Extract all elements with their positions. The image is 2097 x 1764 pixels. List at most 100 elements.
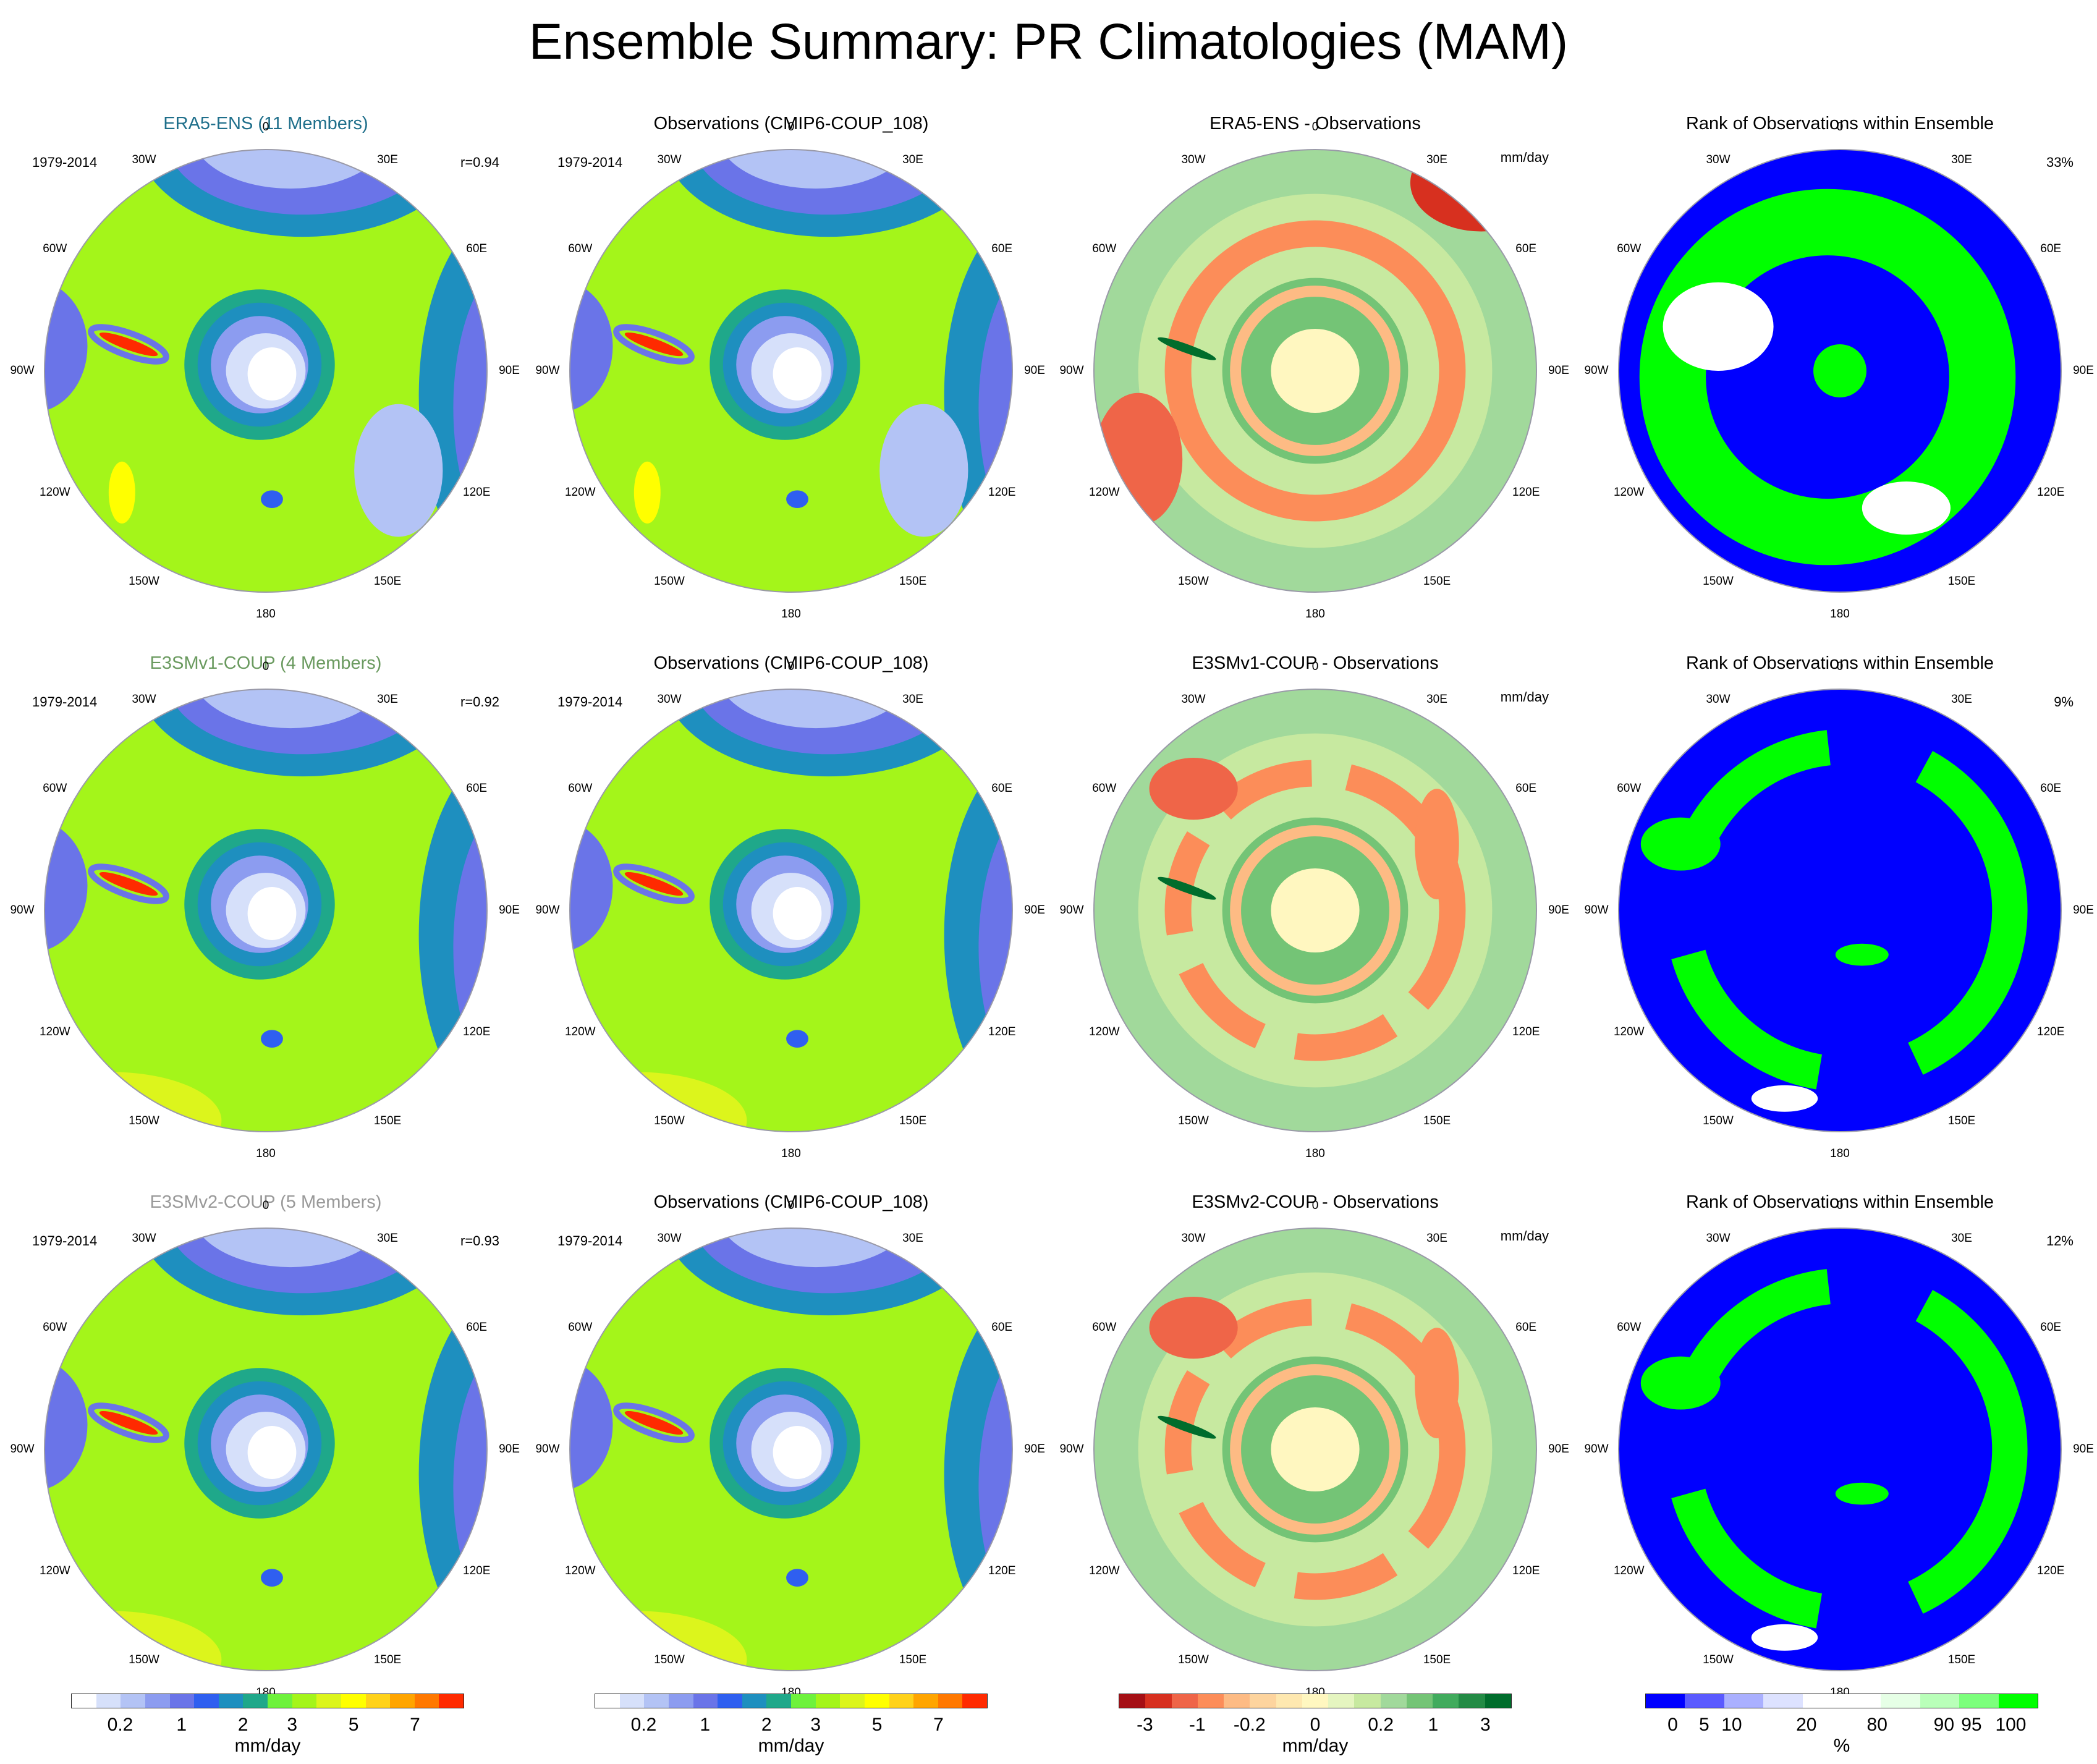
- colorbar-tick-label: 5: [1699, 1715, 1709, 1735]
- precip-map-r3: [44, 1228, 488, 1671]
- longitude-label: 90E: [499, 364, 520, 377]
- longitude-label: 120W: [1088, 1025, 1120, 1038]
- colorbar-swatch: [718, 1694, 742, 1708]
- longitude-label: 0: [262, 121, 269, 134]
- colorbar-swatch: [1433, 1694, 1459, 1708]
- correlation-label: r=0.94: [460, 155, 499, 170]
- figure-title: Ensemble Summary: PR Climatologies (MAM): [528, 14, 1569, 70]
- colorbar-tick-label: 0: [1310, 1715, 1321, 1735]
- diff-map-r3: [1093, 1228, 1537, 1671]
- colorbar-tick-label: 3: [810, 1715, 821, 1735]
- map-outline: [44, 689, 488, 1132]
- longitude-label: 60W: [568, 242, 593, 255]
- colorbar-tick-label: 3: [287, 1715, 298, 1735]
- colorbar-tick-label: 1: [700, 1715, 711, 1735]
- colorbar-tick-label: 5: [871, 1715, 883, 1735]
- map-outline: [1093, 149, 1537, 593]
- colorbar-swatch: [1485, 1694, 1511, 1708]
- map-outline: [569, 689, 1013, 1132]
- diff-panel-title: E3SMv2-COUP - Observations: [1192, 1192, 1439, 1212]
- longitude-label: 150W: [129, 1653, 159, 1667]
- colorbar-swatch: [243, 1694, 268, 1708]
- longitude-label: 180: [781, 608, 801, 621]
- longitude-label: 150E: [1947, 1114, 1976, 1128]
- colorbar-tick-label: 0.2: [630, 1715, 657, 1735]
- longitude-label: 90E: [2073, 1443, 2094, 1456]
- longitude-label: 60W: [1617, 1321, 1642, 1334]
- colorbar-tick-label: 0: [1667, 1715, 1678, 1735]
- longitude-label: 0: [787, 1199, 795, 1212]
- colorbar-swatch: [889, 1694, 914, 1708]
- longitude-label: 120W: [1088, 486, 1120, 499]
- longitude-label: 60W: [43, 782, 67, 795]
- colorbar-swatch: [1224, 1694, 1250, 1708]
- longitude-label: 150E: [899, 1114, 927, 1128]
- longitude-label: 60E: [2040, 242, 2062, 255]
- colorbar-swatch: [791, 1694, 816, 1708]
- colorbar-swatch: [1145, 1694, 1172, 1708]
- rank-panel-title: Rank of Observations within Ensemble: [1685, 1192, 1994, 1212]
- longitude-label: 30E: [1951, 1231, 1972, 1245]
- map-outline: [1093, 689, 1537, 1132]
- model-panel-title: E3SMv2-COUP (5 Members): [150, 1192, 382, 1212]
- colorbar-swatch: [1646, 1694, 1685, 1708]
- precip-colorbar: [71, 1694, 464, 1708]
- longitude-label: 150E: [899, 575, 927, 588]
- longitude-label: 60E: [2040, 782, 2062, 795]
- longitude-label: 30E: [377, 692, 398, 706]
- longitude-label: 30E: [902, 1231, 923, 1245]
- colorbar-swatch: [1354, 1694, 1381, 1708]
- longitude-label: 90W: [1059, 1443, 1084, 1456]
- diff-colorbar: [1119, 1694, 1512, 1708]
- colorbar-swatch: [693, 1694, 718, 1708]
- map-outline: [1618, 1228, 2062, 1671]
- rank-percent-label: 9%: [2054, 694, 2074, 710]
- colorbar-tick-label: -3: [1137, 1715, 1153, 1735]
- longitude-label: 120W: [564, 1564, 596, 1577]
- colorbar-tick-label: 2: [237, 1715, 248, 1735]
- longitude-label: 0: [1311, 660, 1319, 673]
- longitude-label: 180: [1305, 608, 1325, 621]
- longitude-label: 30W: [132, 1231, 156, 1245]
- longitude-label: 150E: [1947, 1653, 1976, 1667]
- colorbar-swatch: [1459, 1694, 1485, 1708]
- longitude-label: 90E: [1548, 1443, 1569, 1456]
- longitude-label: 30W: [132, 153, 156, 166]
- longitude-label: 30E: [1426, 692, 1447, 706]
- longitude-label: 90W: [1584, 364, 1609, 377]
- longitude-label: 120W: [564, 486, 596, 499]
- longitude-label: 90W: [10, 1443, 35, 1456]
- longitude-label: 120W: [39, 486, 70, 499]
- diff-unit-label: mm/day: [1500, 689, 1549, 705]
- longitude-label: 90E: [2073, 364, 2094, 377]
- longitude-label: 30W: [657, 692, 682, 706]
- longitude-label: 60E: [2040, 1321, 2062, 1334]
- longitude-label: 90E: [2073, 904, 2094, 917]
- longitude-label: 60E: [1515, 1321, 1537, 1334]
- longitude-label: 120W: [1088, 1564, 1120, 1577]
- map-field: [1094, 689, 1536, 1132]
- period-label: 1979-2014: [557, 694, 623, 710]
- longitude-label: 90W: [1584, 904, 1609, 917]
- longitude-label: 120W: [564, 1025, 596, 1038]
- longitude-label: 30W: [657, 1231, 682, 1245]
- map-outline: [1618, 689, 2062, 1132]
- precip-colorbar: [595, 1694, 988, 1708]
- map-outline: [1618, 149, 2062, 593]
- map-field: [1094, 1228, 1536, 1671]
- longitude-label: 30W: [1181, 153, 1206, 166]
- colorbar-unit-label: mm/day: [1282, 1736, 1349, 1756]
- period-label: 1979-2014: [557, 155, 623, 170]
- rank-percent-label: 12%: [2046, 1233, 2074, 1249]
- colorbar-swatch: [938, 1694, 963, 1708]
- longitude-label: 120E: [988, 1564, 1016, 1577]
- longitude-label: 150W: [654, 575, 685, 588]
- longitude-label: 150E: [373, 1653, 402, 1667]
- model-panel-title: ERA5-ENS (11 Members): [163, 114, 368, 134]
- colorbar-swatch: [619, 1694, 645, 1708]
- model-panel-title: E3SMv1-COUP (4 Members): [150, 653, 382, 673]
- obs-panel-title: Observations (CMIP6-COUP_108): [653, 653, 929, 673]
- colorbar-swatch: [1119, 1694, 1146, 1708]
- colorbar-tick-label: 95: [1961, 1715, 1982, 1735]
- diff-map-r2: [1093, 689, 1537, 1132]
